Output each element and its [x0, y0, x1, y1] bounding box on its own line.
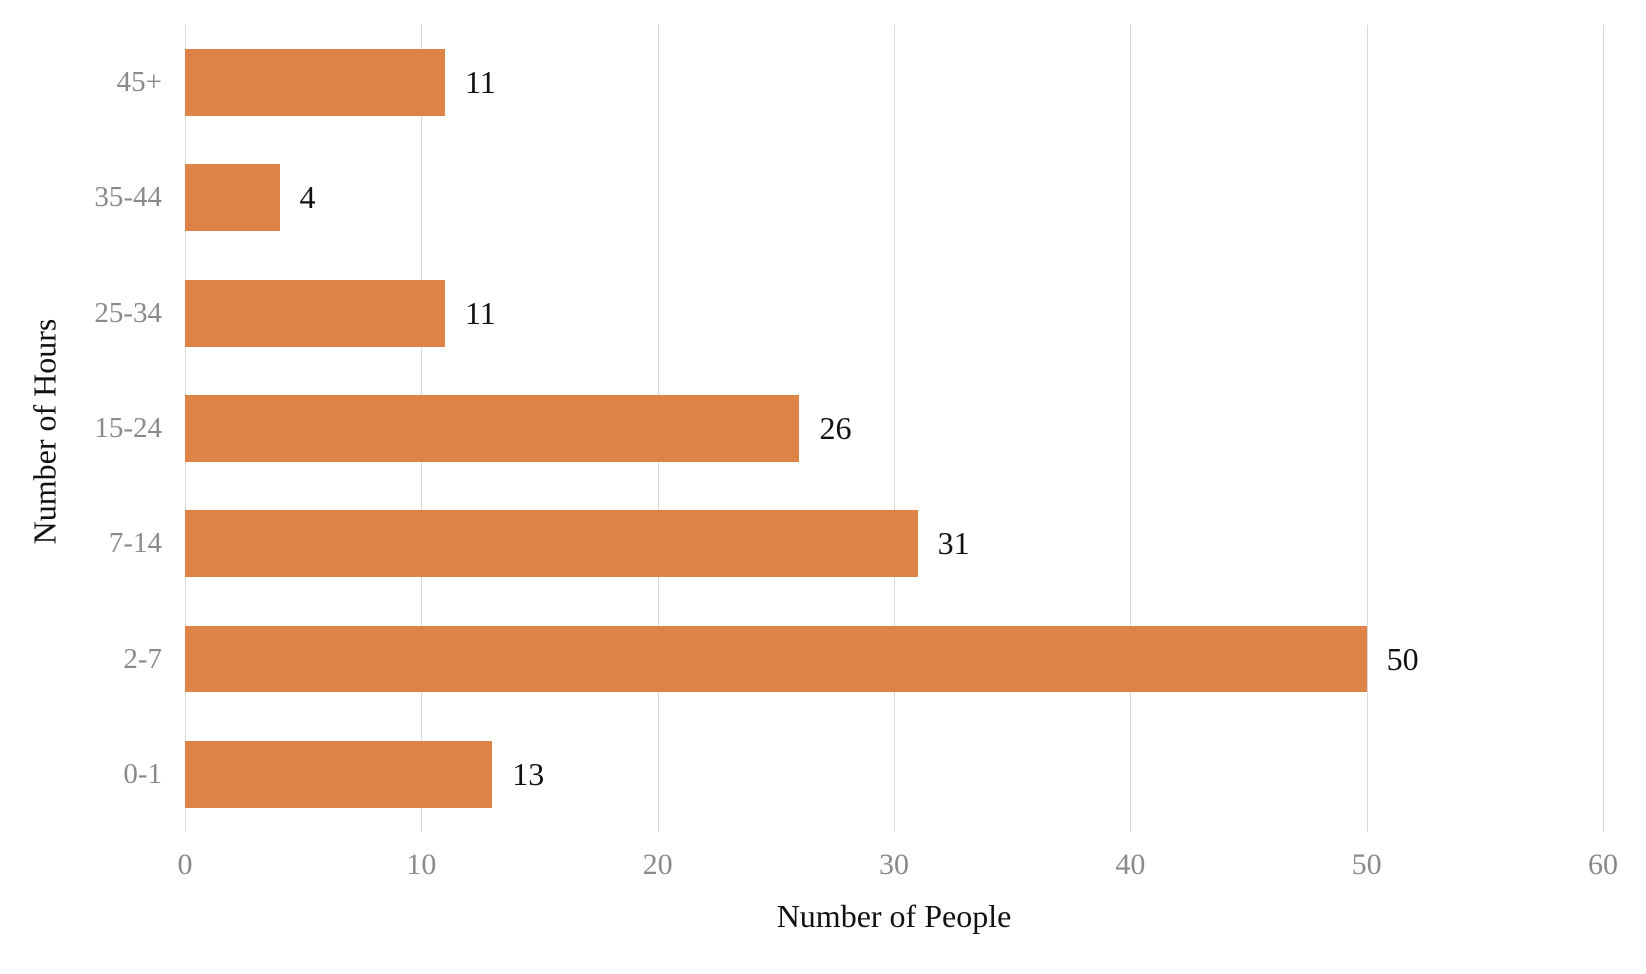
data-label: 31 [937, 525, 970, 562]
plot-area: 11 4 11 26 31 50 13 [185, 25, 1604, 832]
data-label: 4 [299, 179, 316, 216]
gridline [1366, 25, 1368, 832]
x-tick-label: 40 [1115, 848, 1146, 881]
bar-row: 4 [185, 140, 1603, 255]
y-axis-category-labels: 45+ 35-44 25-34 15-24 7-14 2-7 0-1 [0, 25, 162, 832]
bar-row: 31 [185, 486, 1603, 601]
bar-row: 13 [185, 717, 1603, 832]
category-label: 15-24 [94, 411, 162, 444]
data-label: 50 [1386, 640, 1419, 677]
data-label: 26 [819, 409, 852, 446]
bar [185, 510, 918, 578]
bar [185, 164, 280, 232]
gridline [894, 25, 895, 832]
category-label: 35-44 [94, 181, 162, 214]
category-label: 25-34 [94, 296, 162, 329]
bar [185, 49, 445, 117]
x-tick-label: 20 [642, 848, 673, 881]
data-label: 11 [464, 64, 496, 101]
category-label: 2-7 [123, 642, 162, 675]
x-tick-label: 50 [1351, 848, 1382, 881]
bar [185, 625, 1367, 693]
x-axis-ticks: 0 10 20 30 40 50 60 [178, 848, 1619, 888]
bar [185, 279, 445, 347]
category-label: 7-14 [108, 527, 162, 560]
gridline [1130, 25, 1132, 832]
gridline [1603, 25, 1604, 832]
data-label: 13 [512, 755, 545, 792]
data-label: 11 [464, 294, 496, 331]
x-tick-label: 60 [1588, 848, 1618, 881]
x-tick-label: 10 [406, 848, 437, 881]
bar [185, 740, 493, 808]
bar-row: 11 [185, 256, 1603, 371]
bar [185, 395, 800, 462]
category-label: 0-1 [123, 757, 162, 790]
x-tick-label: 30 [879, 848, 909, 881]
bar-row: 11 [185, 25, 1603, 140]
x-tick-label: 0 [177, 848, 193, 881]
bar-row: 26 [185, 371, 1603, 486]
category-label: 45+ [116, 66, 162, 99]
bar-row: 50 [185, 601, 1603, 716]
x-axis-title: Number of People [776, 898, 1012, 934]
